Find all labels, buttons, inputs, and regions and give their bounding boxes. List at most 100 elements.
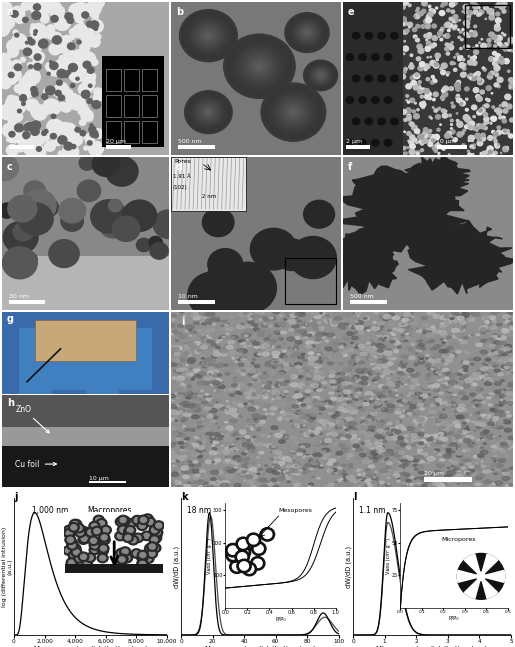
Circle shape	[256, 479, 262, 482]
Circle shape	[407, 328, 413, 331]
Circle shape	[452, 105, 455, 108]
Circle shape	[347, 377, 350, 379]
Circle shape	[488, 362, 494, 365]
Circle shape	[327, 423, 330, 425]
Circle shape	[441, 71, 445, 74]
Circle shape	[239, 415, 242, 417]
Circle shape	[254, 419, 261, 422]
Circle shape	[472, 146, 475, 149]
Circle shape	[439, 406, 443, 408]
Circle shape	[359, 455, 361, 456]
Circle shape	[11, 8, 22, 18]
Circle shape	[384, 427, 388, 429]
Circle shape	[280, 390, 284, 392]
Circle shape	[460, 38, 464, 41]
Circle shape	[491, 310, 499, 314]
Circle shape	[443, 86, 449, 91]
Circle shape	[88, 142, 104, 155]
Circle shape	[361, 423, 368, 426]
Circle shape	[358, 407, 362, 409]
Circle shape	[301, 415, 308, 419]
Circle shape	[439, 374, 441, 375]
Circle shape	[359, 431, 364, 433]
Circle shape	[372, 430, 374, 431]
Circle shape	[200, 345, 207, 349]
Circle shape	[296, 473, 300, 476]
Circle shape	[428, 5, 431, 8]
Circle shape	[243, 359, 248, 362]
Circle shape	[348, 389, 353, 391]
Circle shape	[502, 347, 510, 351]
Circle shape	[260, 416, 266, 419]
Circle shape	[379, 423, 385, 427]
Circle shape	[485, 363, 490, 366]
Circle shape	[461, 371, 467, 374]
Circle shape	[202, 208, 234, 237]
Circle shape	[272, 351, 280, 355]
Circle shape	[175, 408, 178, 409]
Circle shape	[187, 373, 191, 375]
Circle shape	[293, 406, 298, 409]
Circle shape	[426, 39, 427, 41]
Circle shape	[269, 317, 273, 319]
Circle shape	[226, 474, 233, 478]
Circle shape	[473, 144, 475, 146]
Circle shape	[424, 401, 430, 404]
Circle shape	[328, 422, 335, 426]
Circle shape	[180, 347, 182, 349]
Circle shape	[243, 355, 248, 358]
Circle shape	[409, 349, 417, 353]
Circle shape	[344, 395, 348, 397]
Circle shape	[63, 72, 68, 78]
Circle shape	[421, 478, 424, 479]
Circle shape	[473, 127, 477, 131]
Circle shape	[425, 19, 431, 24]
Circle shape	[225, 314, 228, 315]
Bar	[89, 481, 126, 483]
Circle shape	[477, 389, 479, 391]
Circle shape	[179, 403, 183, 405]
Circle shape	[303, 384, 305, 385]
Circle shape	[330, 342, 337, 345]
Circle shape	[350, 342, 354, 344]
Circle shape	[263, 444, 266, 446]
Circle shape	[296, 332, 299, 333]
Circle shape	[469, 373, 476, 377]
Circle shape	[220, 470, 221, 471]
Circle shape	[257, 438, 259, 439]
Circle shape	[295, 340, 302, 344]
Circle shape	[99, 212, 127, 238]
Circle shape	[504, 43, 508, 46]
Circle shape	[238, 393, 239, 395]
Circle shape	[25, 126, 29, 130]
Circle shape	[36, 0, 52, 14]
Circle shape	[286, 105, 301, 119]
Circle shape	[59, 56, 64, 60]
Circle shape	[340, 378, 345, 381]
Circle shape	[170, 398, 175, 400]
Circle shape	[336, 452, 343, 455]
Y-axis label: dW/dD (a.u.): dW/dD (a.u.)	[345, 545, 352, 587]
Circle shape	[319, 336, 325, 339]
Circle shape	[413, 456, 421, 460]
Circle shape	[444, 440, 450, 443]
Circle shape	[337, 398, 344, 401]
Circle shape	[270, 450, 276, 453]
Circle shape	[292, 465, 298, 468]
Circle shape	[403, 53, 405, 54]
Circle shape	[400, 415, 405, 417]
Circle shape	[228, 355, 235, 359]
Circle shape	[33, 131, 37, 134]
Circle shape	[318, 311, 322, 313]
Circle shape	[496, 345, 501, 348]
Circle shape	[442, 409, 445, 410]
Circle shape	[268, 89, 319, 135]
Circle shape	[63, 137, 77, 151]
Circle shape	[229, 368, 233, 371]
Circle shape	[298, 462, 302, 465]
Circle shape	[237, 470, 242, 473]
Circle shape	[203, 448, 209, 451]
Circle shape	[491, 34, 497, 39]
Circle shape	[397, 477, 400, 479]
Circle shape	[182, 347, 185, 348]
